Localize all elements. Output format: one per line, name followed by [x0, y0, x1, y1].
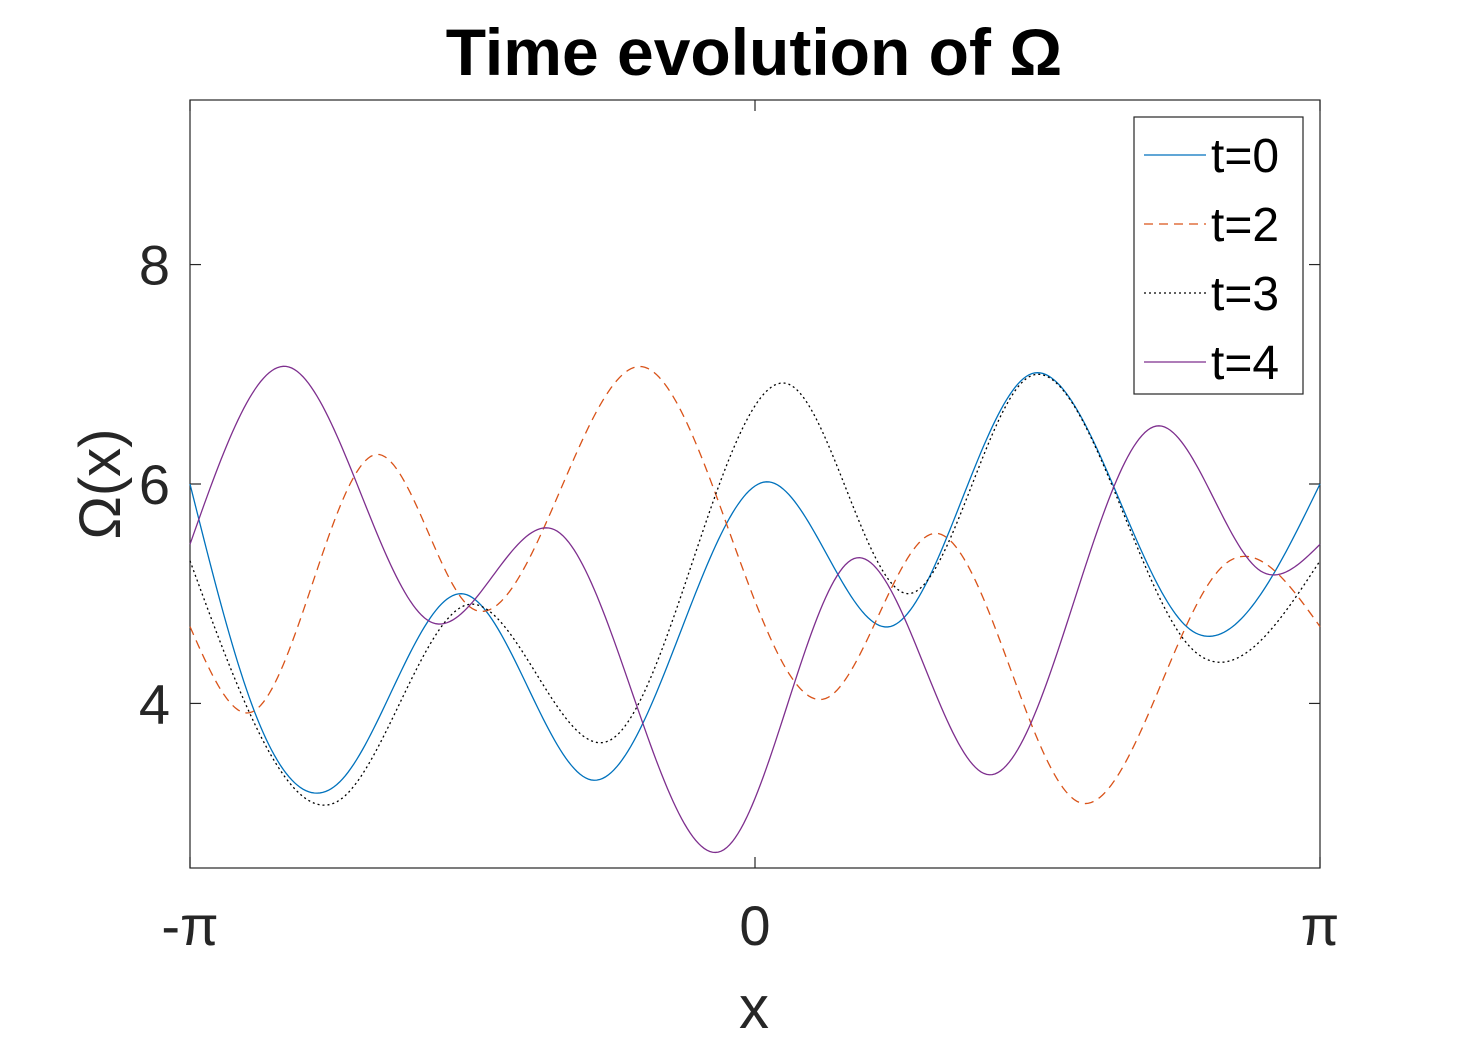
legend-label-0: t=0 — [1211, 130, 1279, 183]
x-tick-label-0: -π — [161, 894, 218, 957]
legend-label-3: t=4 — [1211, 337, 1279, 390]
x-tick-label-1: 0 — [739, 894, 770, 957]
series-line-2 — [189, 373, 1321, 806]
y-axis-label: Ω(x) — [68, 429, 133, 540]
y-tick-label-1: 6 — [139, 453, 170, 516]
tick-marks — [189, 100, 1321, 868]
tick-labels: -π 0 π 4 6 8 — [139, 234, 1339, 957]
series-line-0 — [189, 372, 1321, 794]
legend-box — [1133, 116, 1304, 395]
legend-label-2: t=3 — [1211, 268, 1279, 321]
chart-title: Time evolution of Ω — [446, 15, 1062, 89]
x-axis-label: x — [739, 974, 769, 1041]
series-line-3 — [189, 365, 1321, 854]
x-tick-label-2: π — [1301, 894, 1340, 957]
series-line-1 — [189, 365, 1321, 805]
legend: t=0 t=2 t=3 t=4 — [1133, 116, 1304, 395]
legend-label-1: t=2 — [1211, 199, 1279, 252]
y-tick-label-0: 4 — [139, 672, 170, 735]
y-tick-label-2: 8 — [139, 234, 170, 297]
series-layer — [189, 365, 1321, 854]
